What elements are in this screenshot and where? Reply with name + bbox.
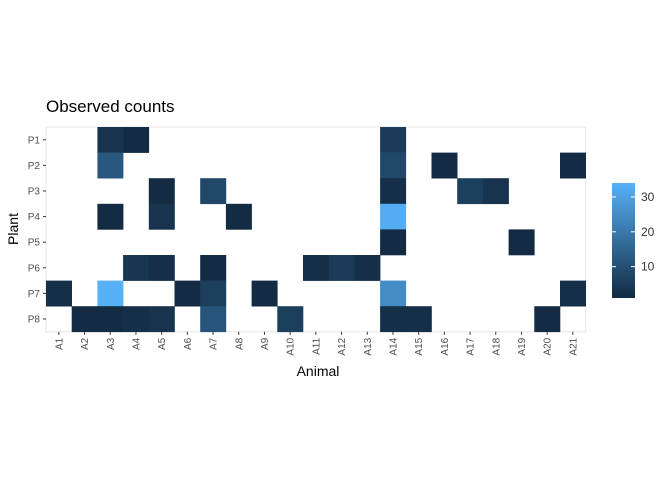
y-tick-label: P3 [28,187,41,198]
heatmap-cell-A14-P4 [380,203,407,230]
x-tick-label: A17 [466,337,477,355]
heatmap-cell-A17-P3 [457,178,484,205]
heatmap-cell-A5-P8 [148,306,175,333]
heatmap-cell-A19-P5 [508,229,535,256]
x-tick-label: A7 [209,337,220,350]
chart-title: Observed counts [46,97,175,116]
heatmap-cell-A1-P7 [46,280,72,307]
x-axis: A1 A2 A3 A4 A5 A6 A7 A8 A9 A10 A11 A12 A13 A14 A15 A16 A… [54,331,579,356]
x-tick-label: A21 [568,337,579,355]
heatmap-cell-A21-P2 [560,152,586,179]
heatmap-cell-A18-P3 [482,178,509,205]
y-tick-label: P4 [28,212,41,223]
heatmap-cell-A7-P6 [200,255,227,281]
heatmap-cell-A13-P6 [354,255,381,281]
heatmap-cell-A3-P1 [97,127,124,153]
x-tick-label: A15 [414,337,425,355]
heatmap-cell-A4-P8 [123,306,150,333]
x-tick-label: A4 [131,337,142,350]
legend-tick-label: 10 [641,260,655,274]
x-tick-label: A14 [388,337,399,355]
heatmap-cell-A10-P8 [277,306,304,333]
y-tick-label: P5 [28,238,41,249]
heatmap-cell-A7-P3 [200,178,227,205]
x-tick-label: A20 [543,337,554,355]
heatmap-cell-A5-P3 [148,178,175,205]
heatmap-cell-A5-P6 [148,255,175,281]
heatmap-cell-A3-P7 [97,280,124,307]
heatmap-cell-A14-P7 [380,280,407,307]
color-legend: 10 20 30 [612,183,655,298]
y-tick-label: P6 [28,263,41,274]
heatmap-cell-A14-P1 [380,127,407,153]
x-tick-label: A5 [157,337,168,350]
heatmap-cell-A12-P6 [328,255,355,281]
y-tick-label: P2 [28,161,41,172]
y-axis-title: Plant [5,213,21,245]
heatmap-cell-A21-P7 [560,280,586,307]
legend-colorbar [612,183,635,298]
heatmap-cell-A14-P5 [380,229,407,256]
y-tick-label: P1 [28,135,41,146]
y-tick-label: P7 [28,289,41,300]
x-tick-label: A9 [260,337,271,350]
heatmap-cell-A4-P1 [123,127,150,153]
x-tick-label: A6 [183,337,194,350]
heatmap-cell-A15-P8 [405,306,432,333]
x-tick-label: A10 [286,337,297,355]
x-tick-label: A1 [54,337,65,350]
heatmap-cell-A14-P8 [380,306,407,333]
y-axis: P1 P2 P3 P4 P5 P6 P7 P8 [28,135,46,326]
x-tick-label: A16 [440,337,451,355]
heatmap-cell-A7-P7 [200,280,227,307]
heatmap-cell-A16-P2 [431,152,458,179]
heatmap-cell-A20-P8 [534,306,561,333]
heatmap-cell-A4-P6 [123,255,150,281]
panel-border [45,126,587,333]
heatmap-cell-A11-P6 [303,255,329,281]
heatmap-cell-A6-P7 [174,280,201,307]
heatmap-cell-A14-P2 [380,152,407,179]
heatmap-cell-A3-P4 [97,203,124,230]
x-tick-label: A11 [311,337,322,354]
x-tick-label: A3 [106,337,117,350]
x-tick-label: A8 [234,337,245,350]
heatmap-cell-A5-P4 [148,203,175,230]
x-tick-label: A12 [337,337,348,355]
x-axis-title: Animal [297,363,340,379]
legend-tick-label: 30 [641,190,655,204]
heatmap-cell-A8-P4 [225,203,252,230]
heatmap-cell-A9-P7 [251,280,278,307]
heatmap-cell-A3-P2 [97,152,124,179]
heatmap-cell-A3-P8 [97,306,124,333]
y-tick-label: P8 [28,315,41,326]
heatmap-cell-A14-P3 [380,178,407,205]
legend-tick-label: 20 [641,225,655,239]
heatmap-cell-A2-P8 [71,306,98,333]
x-tick-label: A2 [80,337,91,350]
x-tick-label: A19 [517,337,528,355]
x-tick-label: A13 [363,337,374,355]
x-tick-label: A18 [491,337,502,355]
heatmap-cell-A7-P8 [200,306,227,333]
plot-area [45,126,587,333]
